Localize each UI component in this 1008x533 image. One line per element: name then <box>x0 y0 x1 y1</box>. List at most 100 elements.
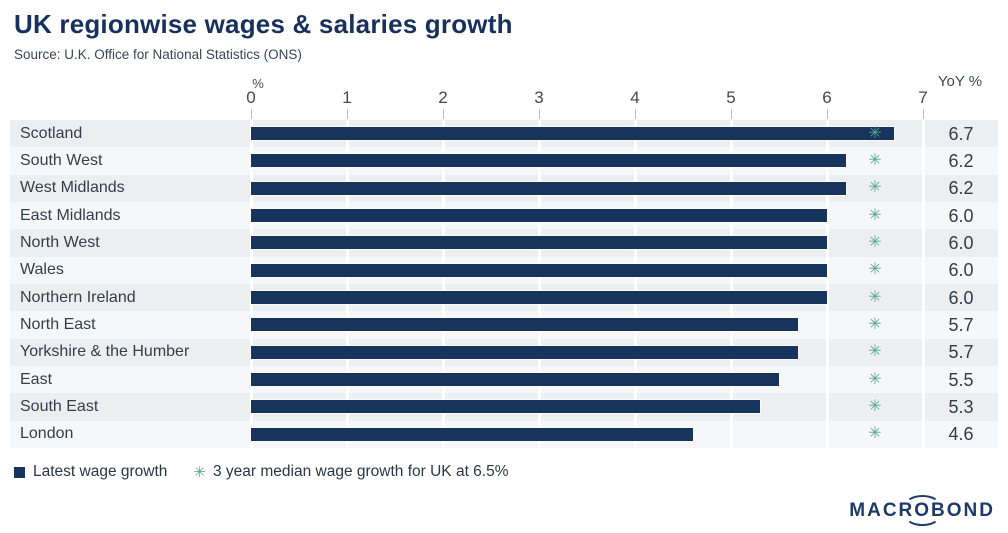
value-column-header: YoY % <box>937 73 983 90</box>
x-tick-label: 1 <box>342 88 352 107</box>
median-marker-icon: ✳ <box>868 151 882 169</box>
row-bar <box>251 318 799 332</box>
chart-row: North West ✳ 6.0 <box>10 229 998 257</box>
row-label: Scotland <box>20 124 83 142</box>
x-tick-label: 3 <box>534 88 544 107</box>
median-marker-icon: ✳ <box>868 397 882 415</box>
row-value: 5.3 <box>948 396 974 417</box>
row-label: London <box>20 425 74 443</box>
legend-bar-swatch-icon <box>14 466 25 478</box>
row-label: South West <box>20 151 103 169</box>
chart-row: London ✳ 4.6 <box>10 420 998 448</box>
row-bar <box>251 263 827 277</box>
chart-row: Northern Ireland ✳ 6.0 <box>10 284 998 312</box>
chart-row: East ✳ 5.5 <box>10 366 998 394</box>
median-marker-icon: ✳ <box>868 343 882 361</box>
chart-row: West Midlands ✳ 6.2 <box>10 174 998 202</box>
median-marker-icon: ✳ <box>868 261 882 279</box>
chart-row: South West ✳ 6.2 <box>10 147 998 175</box>
x-tick-label: 7 <box>918 88 928 107</box>
row-value: 4.6 <box>948 424 974 445</box>
x-tick-label: 0 <box>246 88 256 107</box>
chart-row: Wales ✳ 6.0 <box>10 256 998 284</box>
row-bar <box>251 373 779 387</box>
row-value: 6.2 <box>948 150 974 171</box>
x-tick-label: 2 <box>438 88 448 107</box>
row-label: North East <box>20 315 96 333</box>
macrobond-logo: MACR O BOND <box>849 495 995 526</box>
row-value: 6.0 <box>948 260 974 281</box>
x-axis-unit-label: % <box>252 76 264 91</box>
row-value: 6.0 <box>948 287 974 308</box>
gridline <box>730 120 733 448</box>
chart-row: South East ✳ 5.3 <box>10 393 998 421</box>
x-tick-label: 5 <box>726 88 736 107</box>
row-label: Wales <box>20 261 64 279</box>
chart-row: Yorkshire & the Humber ✳ 5.7 <box>10 338 998 366</box>
logo-text: BOND <box>931 500 995 521</box>
row-label: East <box>20 370 53 388</box>
x-tick-mark <box>539 109 540 119</box>
gridline <box>634 120 637 448</box>
gridline <box>538 120 541 448</box>
x-tick-mark <box>347 109 348 119</box>
median-marker-icon: ✳ <box>868 179 882 197</box>
logo-orbit-icon: O <box>905 495 940 526</box>
row-value: 6.2 <box>948 178 974 199</box>
median-marker-icon: ✳ <box>868 370 882 388</box>
row-bar <box>251 154 847 168</box>
chart-source: Source: U.K. Office for National Statist… <box>14 47 302 62</box>
row-value: 6.0 <box>948 205 974 226</box>
row-bar <box>251 209 827 223</box>
gridline <box>442 120 445 448</box>
median-marker-icon: ✳ <box>868 124 882 142</box>
row-bar <box>251 291 827 305</box>
x-tick-label: 6 <box>822 88 832 107</box>
gridline <box>250 120 253 448</box>
row-label: Yorkshire & the Humber <box>20 343 190 361</box>
x-axis: 0 1 2 3 4 5 6 7 <box>10 88 998 120</box>
legend: Latest wage growth ✳ 3 year median wage … <box>14 463 509 481</box>
legend-median-marker-icon: ✳ <box>193 463 206 481</box>
gridline <box>922 120 925 448</box>
gridline <box>346 120 349 448</box>
chart-row: East Midlands ✳ 6.0 <box>10 202 998 230</box>
median-marker-icon: ✳ <box>868 315 882 333</box>
median-marker-icon: ✳ <box>868 425 882 443</box>
row-bar <box>251 236 827 250</box>
row-bar <box>251 127 895 141</box>
chart-row: Scotland ✳ 6.7 <box>10 120 998 148</box>
row-label: East Midlands <box>20 206 121 224</box>
x-tick-mark <box>731 109 732 119</box>
chart-rows: Scotland ✳ 6.7 South West ✳ 6.2 West Midlands ✳… <box>10 120 998 448</box>
row-bar <box>251 400 760 414</box>
x-tick-mark <box>251 109 252 119</box>
row-value: 5.7 <box>948 342 974 363</box>
row-label: South East <box>20 397 99 415</box>
row-bar <box>251 345 799 359</box>
row-value: 6.0 <box>948 232 974 253</box>
chart-row: North East ✳ 5.7 <box>10 311 998 339</box>
x-tick-label: 4 <box>630 88 640 107</box>
row-value: 6.7 <box>948 123 974 144</box>
chart-title: UK regionwise wages & salaries growth <box>14 9 513 39</box>
row-label: North West <box>20 233 100 251</box>
median-marker-icon: ✳ <box>868 233 882 251</box>
logo-text: MACR <box>849 500 915 521</box>
row-bar <box>251 427 693 441</box>
x-tick-mark <box>443 109 444 119</box>
gridline <box>826 120 829 448</box>
row-label: Northern Ireland <box>20 288 136 306</box>
row-value: 5.7 <box>948 314 974 335</box>
legend-median-label: 3 year median wage growth for UK at 6.5% <box>213 463 509 480</box>
x-tick-mark <box>635 109 636 119</box>
median-marker-icon: ✳ <box>868 288 882 306</box>
row-value: 5.5 <box>948 369 974 390</box>
row-bar <box>251 181 847 195</box>
row-label: West Midlands <box>20 179 125 197</box>
median-marker-icon: ✳ <box>868 206 882 224</box>
legend-bar-label: Latest wage growth <box>33 463 168 480</box>
x-tick-mark <box>923 109 924 119</box>
x-tick-mark <box>827 109 828 119</box>
